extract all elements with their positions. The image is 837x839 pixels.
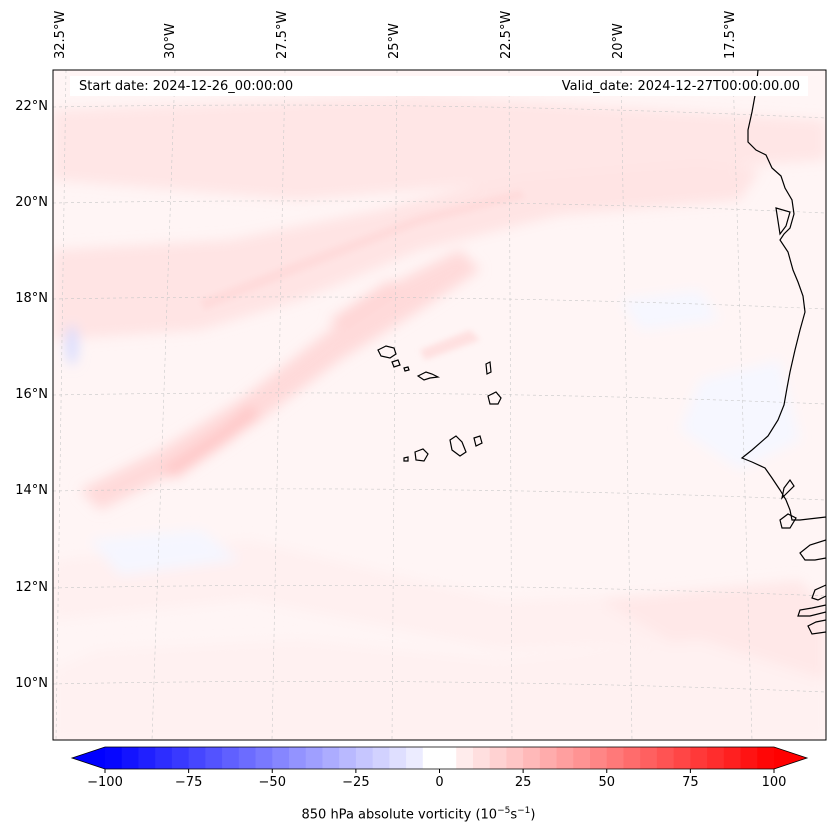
colorbar-tick-label: 100 [761,775,787,790]
colorbar-segment [623,747,641,769]
lat-label: 16°N [15,387,48,402]
colorbar-segment [456,747,474,769]
colorbar-segment [740,747,758,769]
colorbar-segment [489,747,508,769]
colorbar-title-end: ) [530,807,536,823]
santiago [449,435,467,457]
colorbar-segment [673,747,691,769]
colorbar-segment [606,747,625,769]
colorbar-segment [640,747,658,769]
lat-label: 18°N [15,291,48,306]
colorbar-segment [339,747,357,769]
start-date-label: Start date: 2024-12-26_00:00:00 [79,79,294,94]
colorbar-segment [171,747,190,769]
lat-label: 14°N [15,483,48,498]
colorbar-tick-label: 75 [682,775,699,790]
colorbar-segment [255,747,273,769]
brava [403,456,409,462]
lon-label: 27.5°W [275,10,290,59]
colorbar-segment [121,747,140,769]
colorbar-segment [222,747,240,769]
colorbar-segment [305,747,324,769]
lon-label: 32.5°W [53,10,68,59]
colorbar-title: 850 hPa absolute vorticity (10−5s−1) [0,806,837,822]
lat-label: 10°N [15,676,48,691]
colorbar-segment [472,747,491,769]
colorbar-tick-label: −100 [87,775,123,790]
colorbar-tick-label: 25 [514,775,532,790]
lon-label: 22.5°W [499,10,514,59]
colorbar-tick-label: 0 [435,775,444,790]
maio [473,435,483,447]
colorbar-tick-label: −50 [258,775,286,790]
coastline [740,70,826,635]
colorbar-segment [105,747,123,769]
santa-luzia [403,366,410,372]
cape-verde-islands [377,345,502,462]
santo-antao [377,345,397,359]
colorbar-segment [439,747,457,769]
africa-coast [740,70,826,521]
colorbar-title-mid: s [510,807,518,823]
colorbar-tick-label: −25 [342,775,370,790]
colorbar-extend-max [774,747,807,769]
colorbar-segment [573,747,591,769]
graticule [53,70,826,740]
colorbar-title-exp1: −5 [497,806,511,816]
colorbar-segment [155,747,173,769]
sao-nicolau [416,371,441,381]
colorbar-segment [723,747,742,769]
colorbar-segment [422,747,441,769]
colorbar-segment [272,747,290,769]
field-streaks [200,190,525,360]
colorbar-segment [389,747,407,769]
colorbar-segment [523,747,541,769]
lon-label: 25°W [387,23,402,59]
boa-vista [487,391,502,405]
map-frame [52,69,827,741]
colorbar-segment [406,747,424,769]
colorbar-segment [707,747,725,769]
colorbar-segment [556,747,574,769]
colorbar-segment [138,747,156,769]
colorbar-segment [288,747,307,769]
colorbar-segment [506,747,524,769]
colorbar-segment [205,747,223,769]
colorbar-title-exp2: −1 [517,806,531,816]
colorbar-segment [656,747,675,769]
colorbar-segment [322,747,340,769]
colorbar-extend-min [72,747,105,769]
colorbar-segment [690,747,708,769]
sao-vicente [391,359,401,368]
lon-label: 20°W [611,23,626,59]
valid-date-label: Valid_date: 2024-12-27T00:00:00.00 [561,79,800,94]
colorbar-segment [355,747,374,769]
colorbar-tick-label: −75 [174,775,203,790]
colorbar-segment [372,747,390,769]
sal [485,361,492,375]
vorticity-field [53,70,826,740]
colorbar-title-text: 850 hPa absolute vorticity (10 [301,807,498,823]
colorbar-segment [188,747,206,769]
colorbar-segment [539,747,558,769]
lat-label: 20°N [15,195,48,210]
colorbar [70,746,809,773]
lat-label: 22°N [15,99,48,114]
colorbar-tick-label: 50 [598,775,616,790]
date-info-bar [70,76,808,96]
fogo [414,448,429,462]
lon-label: 17.5°W [723,10,738,59]
colorbar-segment [590,747,608,769]
lat-label: 12°N [15,580,48,595]
colorbar-segment [238,747,257,769]
colorbar-segment [757,747,775,769]
lon-label: 30°W [163,23,178,59]
